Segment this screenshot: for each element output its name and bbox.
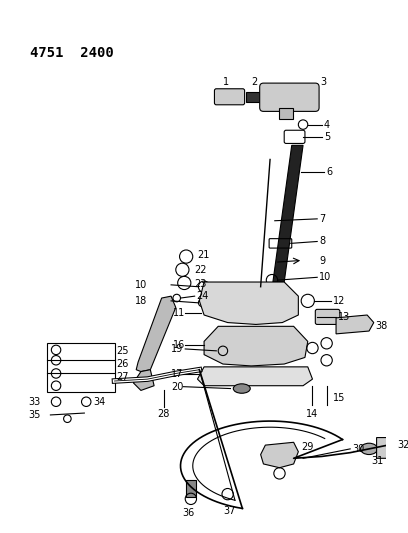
Text: 36: 36 <box>182 508 194 518</box>
Text: 17: 17 <box>171 369 183 379</box>
Text: 20: 20 <box>171 382 183 392</box>
Text: 28: 28 <box>157 409 170 419</box>
FancyBboxPatch shape <box>315 309 340 325</box>
Text: 8: 8 <box>319 237 325 246</box>
Text: 21: 21 <box>197 249 210 260</box>
Polygon shape <box>197 367 313 386</box>
Text: 5: 5 <box>324 132 330 142</box>
Text: 12: 12 <box>333 296 346 306</box>
Text: 11: 11 <box>173 308 185 318</box>
Text: 13: 13 <box>338 312 350 322</box>
Polygon shape <box>273 146 303 282</box>
Text: 27: 27 <box>116 372 129 382</box>
Text: 35: 35 <box>29 410 41 420</box>
Text: 7: 7 <box>319 214 325 224</box>
Text: 1: 1 <box>223 77 229 87</box>
Text: 10: 10 <box>135 280 148 290</box>
Text: 24: 24 <box>197 291 209 301</box>
Text: 32: 32 <box>397 440 408 450</box>
Text: 23: 23 <box>195 279 207 289</box>
Text: 31: 31 <box>371 456 383 466</box>
Text: 19: 19 <box>171 344 183 354</box>
Polygon shape <box>336 315 374 334</box>
Text: 2: 2 <box>251 77 257 87</box>
Polygon shape <box>261 442 298 468</box>
Polygon shape <box>377 438 395 458</box>
Text: 10: 10 <box>319 272 331 282</box>
Text: 16: 16 <box>173 340 185 350</box>
Bar <box>47 343 115 392</box>
Text: 37: 37 <box>223 506 236 516</box>
Bar <box>246 92 264 102</box>
Text: 4751  2400: 4751 2400 <box>30 46 113 60</box>
Text: 30: 30 <box>352 444 364 454</box>
Text: 29: 29 <box>301 442 313 452</box>
Polygon shape <box>136 296 176 372</box>
Text: 38: 38 <box>376 321 388 332</box>
Text: 6: 6 <box>327 167 333 177</box>
Text: 15: 15 <box>333 393 346 403</box>
Text: 4: 4 <box>324 119 330 130</box>
Polygon shape <box>200 282 298 325</box>
Ellipse shape <box>233 384 250 393</box>
Text: 33: 33 <box>29 397 41 407</box>
Bar <box>279 108 293 119</box>
Text: 34: 34 <box>94 397 106 407</box>
Bar <box>186 480 195 497</box>
Polygon shape <box>133 370 154 391</box>
Text: 22: 22 <box>195 265 207 275</box>
FancyBboxPatch shape <box>215 89 245 105</box>
Text: 18: 18 <box>135 296 148 306</box>
FancyBboxPatch shape <box>260 83 319 111</box>
Text: 26: 26 <box>116 359 129 369</box>
Text: 3: 3 <box>320 77 326 87</box>
Text: 14: 14 <box>306 409 319 419</box>
Text: 25: 25 <box>116 346 129 356</box>
Ellipse shape <box>361 443 377 455</box>
Polygon shape <box>204 326 308 366</box>
Text: 9: 9 <box>319 256 325 266</box>
